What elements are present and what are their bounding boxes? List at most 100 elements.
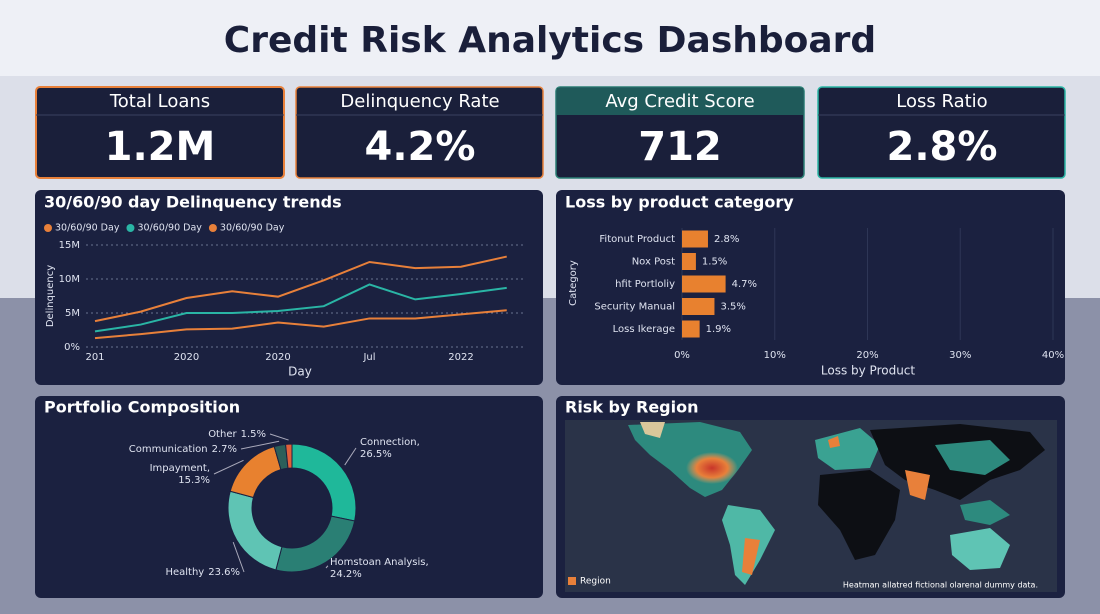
dashboard-title: Credit Risk Analytics Dashboard bbox=[224, 20, 876, 61]
slice-label: Communication 2.7% bbox=[129, 444, 237, 455]
data-label: 1.5% bbox=[702, 257, 727, 268]
region bbox=[815, 428, 880, 470]
y-tick-label: Fitonut Product bbox=[599, 234, 675, 245]
data-label: 1.9% bbox=[706, 324, 731, 335]
data-label: 3.5% bbox=[720, 302, 745, 313]
header bbox=[0, 0, 1100, 76]
slice-label: Impayment, 15.3% bbox=[150, 463, 210, 486]
panel-title: Loss by product category bbox=[565, 193, 794, 212]
y-tick-label: Security Manual bbox=[594, 302, 675, 313]
region bbox=[742, 538, 760, 575]
region bbox=[640, 422, 665, 438]
map-note: Heatman allatred fictional olarenal dumm… bbox=[843, 581, 1038, 590]
region bbox=[935, 440, 1010, 475]
region bbox=[818, 470, 900, 560]
kpi-card bbox=[817, 86, 1066, 179]
bar bbox=[682, 275, 726, 293]
kpi-label: Total Loans bbox=[109, 91, 210, 112]
legend-label: 30/60/90 Day bbox=[220, 223, 285, 234]
y-axis-title: Category bbox=[568, 260, 579, 306]
y-tick-label: hfit Portloliy bbox=[615, 279, 675, 290]
world-map: Region Heatman allatred fictional olaren… bbox=[565, 420, 1057, 592]
x-tick-label: 2020 bbox=[174, 352, 199, 363]
leader-line bbox=[344, 447, 357, 466]
kpi-value: 2.8% bbox=[887, 124, 998, 170]
slice-value: 1.5% bbox=[241, 429, 266, 440]
y-tick-label: Nox Post bbox=[632, 257, 675, 268]
leader-line bbox=[213, 459, 244, 475]
legend-marker bbox=[208, 224, 217, 232]
panel bbox=[35, 190, 543, 385]
panel-title: Risk by Region bbox=[565, 398, 698, 417]
slice-value: 15.3% bbox=[178, 475, 210, 486]
donut-slice bbox=[285, 443, 293, 469]
bar bbox=[682, 253, 696, 270]
region-hotspot bbox=[686, 452, 738, 484]
kpi-value: 4.2% bbox=[365, 124, 476, 170]
x-axis-title: Loss by Product bbox=[821, 364, 916, 378]
kpi-card bbox=[35, 86, 285, 179]
x-tick-label: 201 bbox=[85, 352, 104, 363]
panel-title: Portfolio Composition bbox=[44, 398, 240, 417]
x-axis-title: Day bbox=[288, 365, 312, 379]
kpi-label: Avg Credit Score bbox=[605, 91, 754, 112]
panel bbox=[35, 396, 543, 598]
x-tick-label: 2022 bbox=[448, 352, 473, 363]
line-series bbox=[94, 255, 507, 323]
bar bbox=[682, 230, 708, 248]
leader-line bbox=[232, 541, 245, 573]
slice-value: 23.6% bbox=[208, 567, 240, 578]
slice-label: Healthy 23.6% bbox=[165, 567, 240, 578]
x-tick-label: 0% bbox=[674, 350, 690, 361]
slice-name: Communication bbox=[129, 444, 208, 455]
kpi-cards: Total Loans 1.2M Delinquency Rate 4.2% A… bbox=[35, 86, 1066, 179]
kpi-value: 1.2M bbox=[105, 124, 216, 170]
x-tick-label: 10% bbox=[764, 350, 786, 361]
y-tick-label: 10M bbox=[59, 274, 80, 285]
slice-value: 26.5% bbox=[360, 449, 392, 460]
region bbox=[960, 500, 1010, 525]
data-label: 2.8% bbox=[714, 234, 739, 245]
x-tick-label: Jul bbox=[362, 352, 375, 363]
slice-name: Healthy bbox=[165, 567, 204, 578]
kpi-value: 712 bbox=[638, 124, 722, 170]
legend-marker bbox=[44, 224, 52, 232]
leader-line bbox=[325, 565, 329, 569]
bar bbox=[682, 320, 700, 338]
y-axis-title: Delinquency bbox=[45, 265, 56, 327]
kpi-label: Loss Ratio bbox=[896, 91, 987, 112]
x-tick-label: 20% bbox=[856, 350, 878, 361]
y-tick-label: 5M bbox=[65, 308, 80, 319]
panel-title: 30/60/90 day Delinquency trends bbox=[44, 193, 342, 212]
bar bbox=[682, 298, 715, 315]
map-legend-swatch bbox=[568, 577, 576, 585]
leader-line bbox=[269, 433, 289, 441]
y-tick-label: 0% bbox=[64, 342, 80, 353]
legend-label: 30/60/90 Day bbox=[55, 223, 120, 234]
slice-label: Other 1.5% bbox=[208, 429, 266, 440]
slice-name: Connection, bbox=[360, 437, 420, 448]
legend-marker bbox=[126, 224, 135, 232]
x-tick-label: 40% bbox=[1042, 350, 1064, 361]
slice-label: Connection, 26.5% bbox=[360, 437, 420, 460]
kpi-card bbox=[295, 86, 544, 179]
kpi-header bbox=[557, 88, 803, 115]
slice-name: Other bbox=[208, 429, 237, 440]
slice-name: Homstoan Analysis, bbox=[330, 557, 429, 568]
slice-value: 2.7% bbox=[212, 444, 237, 455]
y-tick-label: Loss Ikerage bbox=[613, 324, 675, 335]
line-series bbox=[94, 283, 507, 333]
line-series bbox=[94, 309, 507, 340]
legend-label: 30/60/90 Day bbox=[137, 223, 202, 234]
x-tick-label: 2020 bbox=[265, 352, 290, 363]
y-tick-label: 15M bbox=[59, 240, 80, 251]
region bbox=[828, 436, 840, 448]
leader-line bbox=[240, 440, 280, 450]
slice-name: Impayment, bbox=[150, 463, 210, 474]
slice-label: Homstoan Analysis, 24.2% bbox=[330, 557, 429, 580]
x-tick-label: 30% bbox=[949, 350, 971, 361]
map-legend-label: Region bbox=[580, 577, 611, 587]
data-label: 4.7% bbox=[732, 279, 757, 290]
